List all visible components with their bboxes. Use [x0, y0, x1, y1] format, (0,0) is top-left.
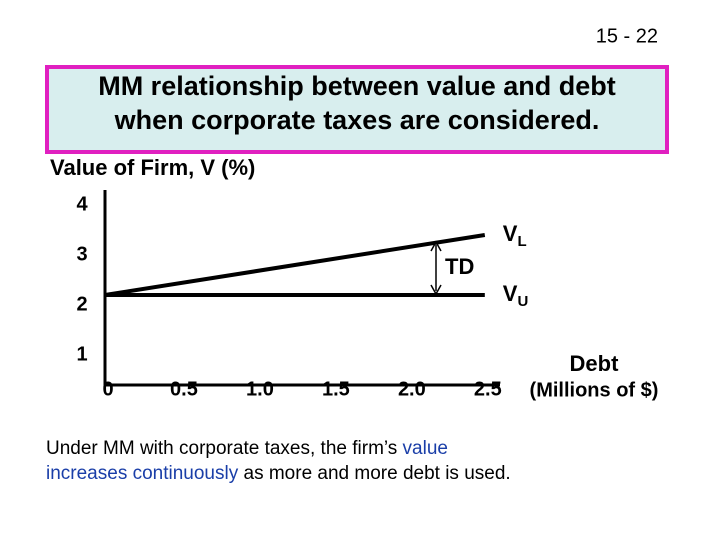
caption: Under MM with corporate taxes, the firm’…	[46, 438, 448, 459]
y-axis-label: Value of Firm, V (%)	[50, 155, 255, 180]
y-tick-label: 3	[76, 243, 87, 265]
y-tick-label: 4	[76, 193, 88, 215]
x-tick-label: 1.5	[322, 378, 350, 400]
caption-highlight: value	[403, 438, 448, 459]
series-label: VL	[503, 221, 527, 250]
y-tick-label: 1	[76, 343, 87, 365]
title-box	[45, 65, 669, 154]
x-tick-label: 2.0	[398, 378, 426, 400]
y-tick-label: 2	[76, 293, 87, 315]
x-axis-label: (Millions of $)	[530, 379, 659, 401]
caption-text: as more and more debt is used.	[238, 463, 510, 484]
caption: increases continuously as more and more …	[46, 463, 511, 484]
x-tick-label: 2.5	[474, 378, 502, 400]
x-tick-label: 1.0	[246, 378, 274, 400]
td-arrow	[430, 240, 442, 296]
series-label: VU	[503, 281, 529, 310]
annotation: TD	[445, 254, 474, 279]
x-tick-label: 0	[102, 378, 113, 400]
caption-text: Under MM with corporate taxes, the firm’…	[46, 438, 403, 459]
series-line	[104, 233, 486, 297]
x-axis-label: Debt	[570, 351, 620, 376]
title-line: MM relationship between value and debt	[98, 71, 616, 101]
slide-number: 15 - 22	[596, 25, 658, 47]
title-line: when corporate taxes are considered.	[114, 105, 600, 135]
caption-highlight: increases continuously	[46, 463, 239, 484]
x-tick-label: 0.5	[170, 378, 198, 400]
